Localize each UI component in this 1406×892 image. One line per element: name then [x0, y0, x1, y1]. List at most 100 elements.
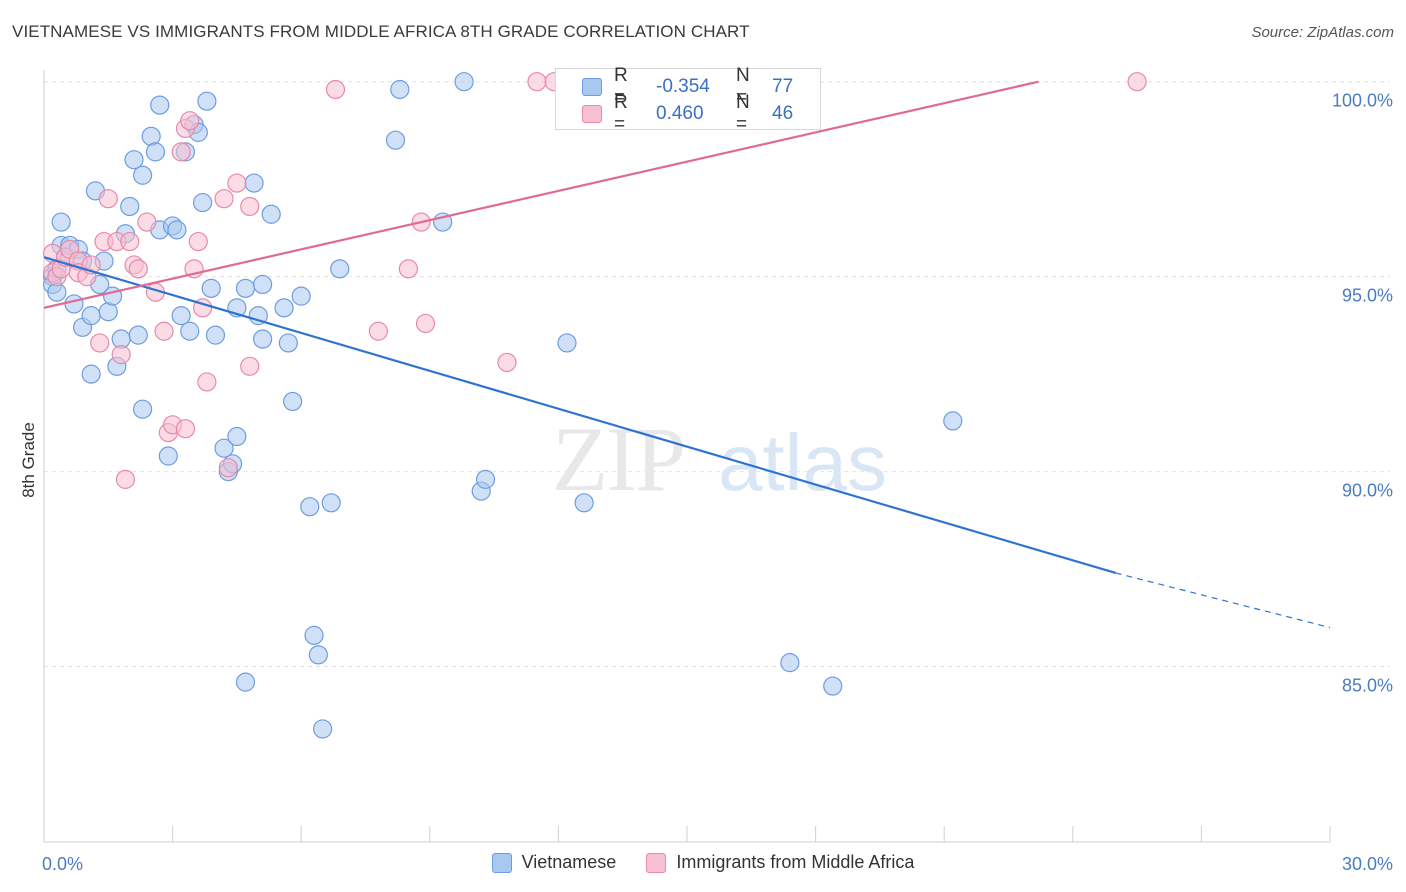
stats-r-label: R =: [614, 65, 628, 108]
point-middle-africa: [214, 189, 234, 209]
y-tick-label: 90.0%: [1342, 481, 1393, 501]
x-tick-label: 0.0%: [42, 854, 83, 874]
stats-n-label: N =: [736, 92, 750, 135]
point-middle-africa: [115, 469, 136, 489]
stats-legend: R = -0.354 N = 77 R = 0.460 N = 46: [555, 65, 821, 135]
point-vietnamese: [201, 278, 221, 298]
point-vietnamese: [557, 333, 577, 353]
point-middle-africa: [527, 72, 547, 92]
legend-item-vietnamese[interactable]: Vietnamese: [491, 852, 617, 873]
watermark: ZIP atlas: [552, 408, 887, 510]
point-vietnamese: [227, 426, 247, 447]
chart-title: VIETNAMESE VS IMMIGRANTS FROM MIDDLE AFR…: [12, 22, 750, 41]
trend-line-extension: [1115, 572, 1331, 629]
point-vietnamese: [253, 329, 273, 349]
point-vietnamese: [330, 259, 350, 279]
point-vietnamese: [235, 672, 256, 692]
point-vietnamese: [321, 493, 341, 513]
point-vietnamese: [454, 72, 474, 92]
point-middle-africa: [175, 419, 196, 439]
point-vietnamese: [120, 196, 140, 217]
point-vietnamese: [124, 150, 144, 170]
point-vietnamese: [780, 653, 800, 673]
point-vietnamese: [158, 446, 178, 466]
point-vietnamese: [283, 391, 303, 412]
point-vietnamese: [261, 204, 281, 224]
bottom-legend: Vietnamese Immigrants from Middle Africa: [0, 852, 1406, 873]
y-tick-label: 100.0%: [1332, 91, 1393, 111]
point-middle-africa: [218, 458, 238, 478]
point-vietnamese: [180, 321, 200, 341]
point-middle-africa: [98, 189, 118, 209]
point-vietnamese: [214, 438, 234, 458]
point-middle-africa: [154, 321, 174, 341]
stats-n-value: 77: [772, 76, 794, 97]
watermark-atlas: atlas: [718, 418, 887, 507]
point-middle-africa: [111, 345, 131, 365]
point-vietnamese: [291, 286, 311, 306]
point-middle-africa: [197, 372, 217, 392]
point-vietnamese: [81, 306, 101, 326]
point-vietnamese: [132, 165, 153, 185]
point-vietnamese: [193, 192, 213, 213]
point-vietnamese: [308, 645, 328, 665]
y-tick-label: 95.0%: [1342, 286, 1393, 306]
point-vietnamese: [304, 625, 324, 645]
legend-label-middle-africa: Immigrants from Middle Africa: [676, 852, 915, 872]
point-middle-africa: [227, 173, 247, 193]
point-vietnamese: [205, 325, 226, 345]
point-vietnamese: [235, 278, 256, 298]
legend-swatch-vietnamese: [491, 852, 512, 873]
point-middle-africa: [188, 231, 208, 252]
point-middle-africa: [240, 356, 260, 376]
point-middle-africa: [398, 259, 418, 279]
point-middle-africa: [90, 333, 110, 353]
point-vietnamese: [167, 220, 187, 240]
point-vietnamese: [51, 212, 71, 232]
stats-n-label: N =: [736, 65, 750, 108]
point-middle-africa: [368, 321, 388, 341]
trend-line-middle-africa: [43, 80, 1039, 309]
point-vietnamese: [313, 719, 333, 739]
axes: 100.0% 95.0% 90.0% 85.0% 0.0% 30.0%: [42, 70, 1393, 874]
point-vietnamese: [385, 130, 406, 150]
point-vietnamese: [81, 364, 101, 384]
trend-line-vietnamese: [43, 256, 1116, 575]
point-vietnamese: [475, 469, 496, 489]
point-vietnamese: [574, 493, 594, 513]
point-vietnamese: [171, 306, 191, 326]
stats-n-value: 46: [772, 103, 794, 124]
point-vietnamese: [197, 91, 217, 111]
point-middle-africa: [180, 111, 200, 131]
stats-r-value: -0.354: [656, 76, 710, 97]
y-tick-label: 85.0%: [1342, 676, 1393, 696]
point-vietnamese: [300, 497, 320, 517]
source-credit: Source: ZipAtlas.com: [1251, 24, 1394, 41]
data-points: [42, 72, 1147, 739]
legend-swatch-middle-africa: [646, 852, 667, 873]
point-middle-africa: [240, 196, 260, 217]
x-tick-label: 30.0%: [1342, 854, 1393, 874]
stats-swatch-vietnamese: [582, 78, 602, 96]
stats-r-label: R =: [614, 92, 628, 135]
point-vietnamese: [943, 411, 963, 431]
point-vietnamese: [244, 173, 264, 193]
y-axis-label: 8th Grade: [19, 422, 38, 498]
point-middle-africa: [497, 352, 517, 373]
point-middle-africa: [120, 231, 140, 252]
point-vietnamese: [274, 298, 294, 318]
stats-r-value: 0.460: [656, 103, 704, 124]
point-middle-africa: [171, 142, 191, 162]
point-vietnamese: [823, 676, 843, 696]
trend-lines: [43, 80, 1331, 629]
legend-item-middle-africa[interactable]: Immigrants from Middle Africa: [646, 852, 914, 873]
watermark-zip: ZIP: [552, 408, 684, 510]
legend-label-vietnamese: Vietnamese: [521, 852, 617, 872]
point-middle-africa: [415, 313, 436, 334]
point-middle-africa: [137, 212, 157, 232]
point-vietnamese: [145, 142, 166, 162]
point-vietnamese: [64, 294, 84, 314]
point-vietnamese: [278, 333, 298, 353]
stats-swatch-middle-africa: [582, 105, 602, 123]
